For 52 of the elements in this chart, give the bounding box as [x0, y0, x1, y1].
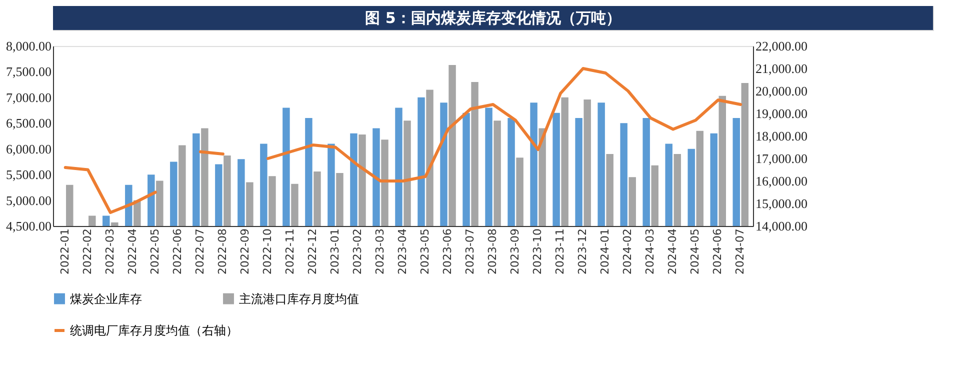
x-tick-label: 2022-01: [58, 228, 72, 274]
y-tick-label: 8,000.00: [6, 38, 52, 54]
y2-tick-label: 21,000.00: [756, 61, 808, 76]
x-tick-label: 2022-08: [216, 228, 229, 274]
x-tick-label: 2024-04: [666, 228, 680, 274]
x-tick-label: 2023-04: [396, 228, 409, 274]
x-tick-label: 2023-09: [508, 228, 522, 274]
x-tick-label: 2022-06: [170, 228, 184, 274]
x-tick-label: 2024-01: [598, 228, 612, 274]
y2-tick-label: 17,000.00: [756, 151, 808, 166]
x-tick-label: 2022-07: [193, 228, 206, 274]
y-tick-label: 7,000.00: [6, 90, 52, 105]
y2-tick-label: 19,000.00: [756, 106, 808, 121]
x-tick-label: 2024-02: [621, 228, 634, 274]
x-tick-label: 2022-05: [148, 228, 162, 274]
x-tick-label: 2023-07: [464, 228, 477, 274]
x-tick-label: 2022-12: [306, 228, 319, 274]
x-tick-label: 2024-03: [644, 228, 657, 274]
x-tick-label: 2023-03: [373, 228, 386, 274]
y2-tick-label: 20,000.00: [756, 84, 808, 98]
x-tick-label: 2022-10: [260, 228, 274, 274]
y2-tick-label: 16,000.00: [756, 174, 808, 188]
x-tick-label: 2022-03: [103, 228, 116, 274]
y2-tick-label: 15,000.00: [756, 196, 808, 211]
x-tick-label: 2022-11: [283, 228, 296, 274]
y-tick-label: 4,500.00: [6, 218, 52, 234]
x-tick-label: 2023-05: [418, 228, 432, 274]
y2-tick-label: 14,000.00: [756, 218, 808, 234]
y-tick-label: 5,500.00: [6, 167, 52, 182]
x-tick-label: 2023-02: [350, 228, 364, 274]
chart-title: 图 5：国内煤炭库存变化情况（万吨）: [365, 9, 621, 27]
y2-tick-label: 22,000.00: [756, 38, 808, 54]
legend-label: 主流港口库存月度均值: [239, 292, 359, 306]
x-tick-label: 2023-10: [531, 228, 544, 274]
y-tick-label: 7,500.00: [6, 64, 52, 80]
x-tick-label: 2022-02: [80, 228, 94, 274]
y-tick-label: 6,000.00: [6, 141, 52, 156]
legend-label: 统调电厂库存月度均值（右轴）: [70, 324, 238, 338]
x-tick-label: 2024-05: [688, 228, 702, 274]
x-tick-label: 2023-01: [328, 228, 342, 274]
x-tick-label: 2022-09: [238, 228, 252, 274]
y-tick-label: 5,000.00: [6, 192, 52, 208]
x-tick-label: 2022-04: [126, 228, 139, 274]
y-tick-label: 6,500.00: [6, 116, 52, 131]
x-tick-label: 2024-07: [734, 228, 747, 274]
y2-tick-label: 18,000.00: [756, 128, 808, 144]
x-tick-label: 2024-06: [711, 228, 724, 274]
x-tick-label: 2023-08: [486, 228, 500, 274]
legend-label: 煤炭企业库存: [70, 292, 142, 306]
x-tick-label: 2023-11: [554, 228, 567, 274]
x-tick-label: 2023-12: [576, 228, 590, 274]
x-tick-label: 2023-06: [441, 228, 454, 274]
